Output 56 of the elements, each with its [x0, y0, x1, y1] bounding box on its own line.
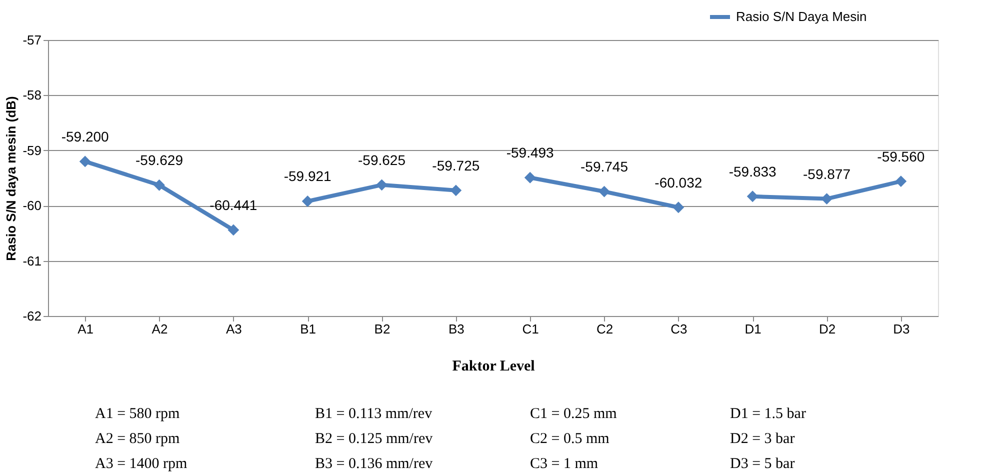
data-label: -59.877	[803, 166, 851, 182]
data-label: -59.921	[284, 168, 332, 184]
data-label: -59.200	[61, 128, 110, 144]
x-tick-label: D1	[744, 322, 762, 336]
point	[598, 186, 610, 198]
data-label: -59.725	[432, 157, 480, 174]
point	[821, 193, 832, 205]
text: C3 = 1 mm	[530, 456, 598, 472]
legend-label: Rasio S/N Daya Mesin	[736, 9, 867, 24]
text: D2 = 3 bar	[730, 431, 795, 447]
data-label: -59.629	[136, 152, 184, 168]
x-tick-label: B2	[374, 322, 390, 336]
text: D3 = 5 bar	[730, 456, 795, 472]
x-tick-label: C1	[522, 322, 539, 336]
x-tick-label: C3	[670, 322, 688, 336]
point	[228, 224, 240, 236]
x-tick-label: D2	[818, 322, 836, 336]
data-label: -60.441	[210, 196, 258, 213]
x-tick-label: B3	[448, 322, 464, 336]
text: C2 = 0.5 mm	[530, 431, 610, 447]
data-label: -59.493	[506, 144, 554, 161]
x-tick-label: A1	[78, 322, 94, 336]
point	[895, 176, 907, 188]
data-label: -59.560	[877, 148, 925, 164]
data-label: -60.032	[654, 174, 702, 190]
point	[302, 196, 314, 207]
x-tick-label: A3	[226, 322, 242, 336]
text: B3 = 0.136 mm/rev	[315, 456, 434, 472]
y-axis-title: Rasio S/N daya mesin (dB)	[4, 96, 19, 261]
text: B1 = 0.113 mm/rev	[315, 406, 433, 422]
y-tick-label: -59	[22, 142, 42, 158]
point	[672, 202, 684, 214]
text: B2 = 0.125 mm/rev	[315, 431, 434, 447]
data-label: -59.745	[580, 158, 628, 175]
data-label: -59.625	[358, 152, 406, 168]
x-tick-label: B1	[300, 322, 316, 336]
point	[154, 179, 165, 191]
text: A3 = 1400 rpm	[95, 456, 188, 472]
point	[450, 184, 462, 196]
text: C1 = 0.25 mm	[530, 406, 618, 422]
text: A1 = 580 rpm	[95, 406, 180, 422]
x-tick-label: A2	[152, 322, 168, 336]
y-tick-label: -57	[22, 32, 42, 48]
x-axis-title: Faktor Level	[452, 358, 535, 374]
point	[376, 179, 388, 191]
text: A2 = 850 rpm	[95, 431, 180, 447]
y-tick-label: -61	[22, 253, 42, 268]
x-tick-label: C2	[596, 322, 614, 336]
text: D1 = 1.5 bar	[730, 406, 806, 422]
y-tick-label: -60	[22, 198, 42, 214]
point	[524, 172, 536, 184]
data-label: -59.833	[728, 163, 777, 180]
y-tick-label: -58	[22, 88, 42, 103]
point	[79, 156, 91, 168]
y-tick-label: -62	[22, 308, 42, 324]
x-tick-label: D3	[893, 322, 910, 336]
